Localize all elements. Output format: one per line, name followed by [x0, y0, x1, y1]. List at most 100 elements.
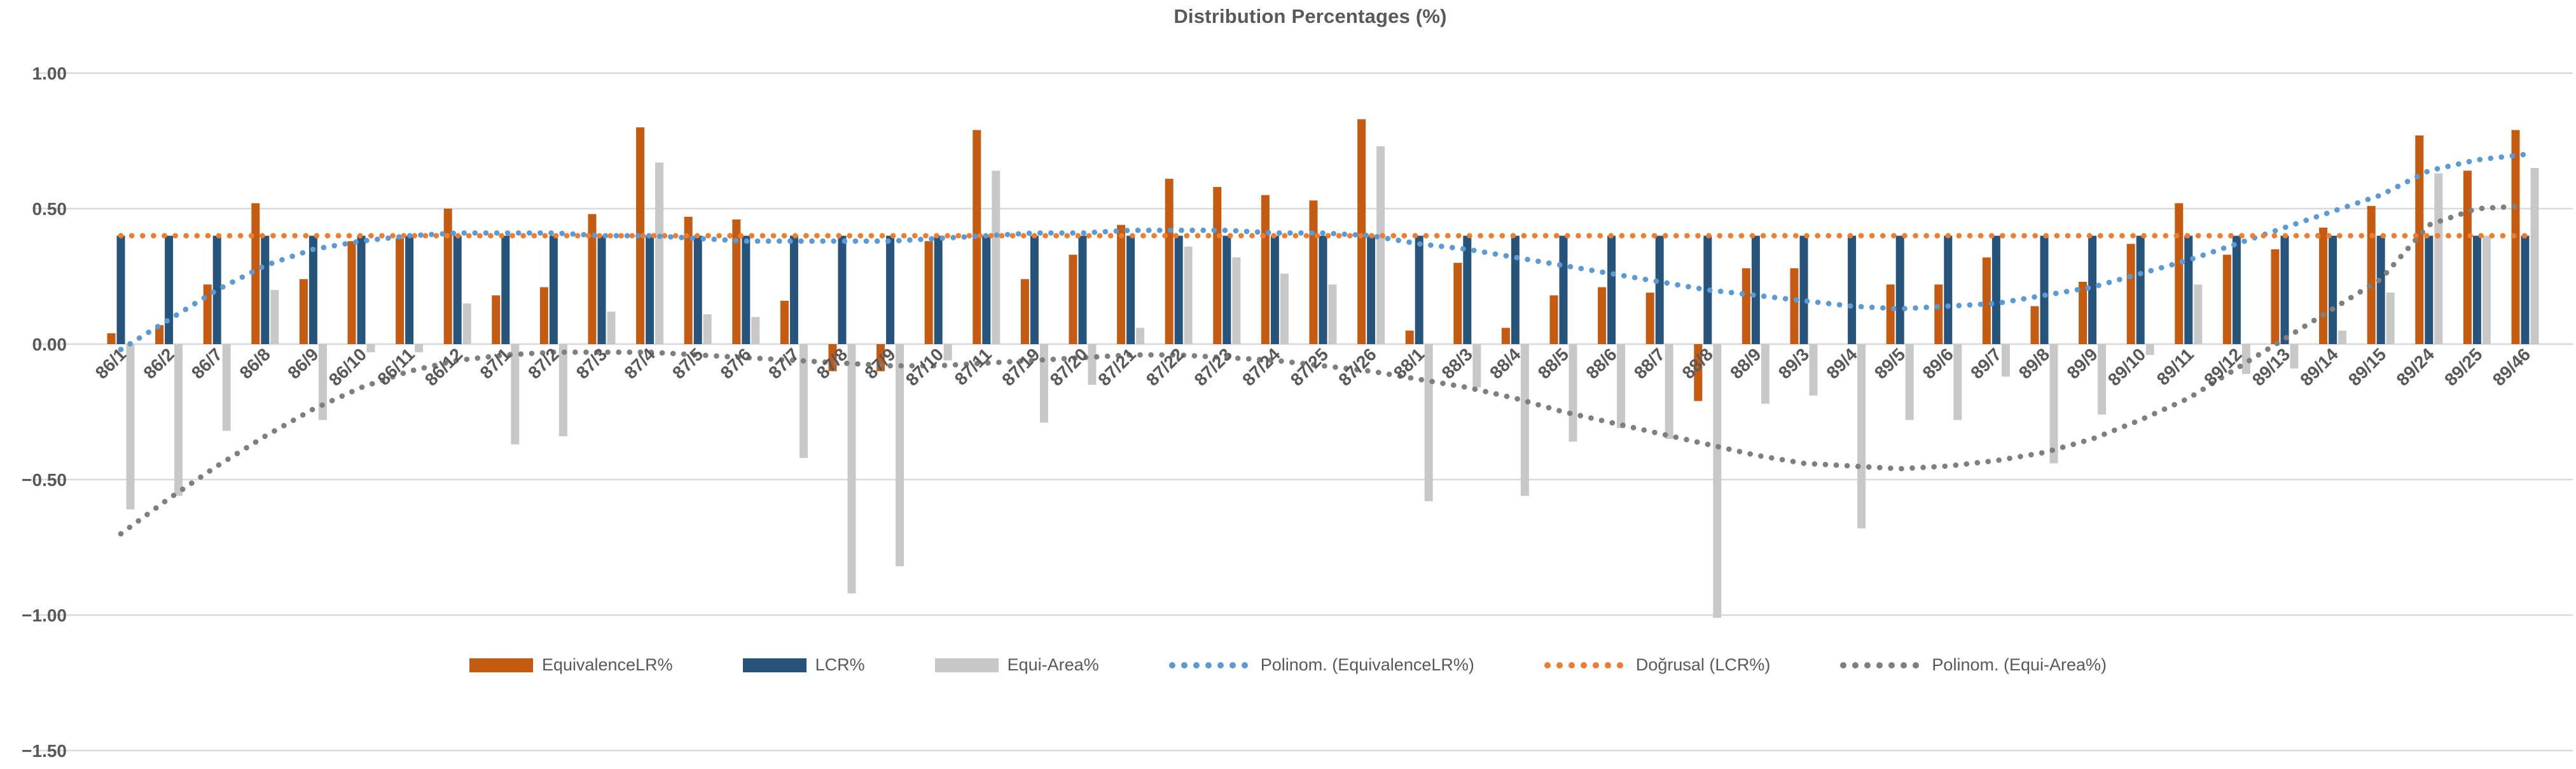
x-axis-label: 88/8	[1679, 344, 1717, 382]
bar-lcr-	[886, 235, 895, 344]
bar-equivalencelr-	[1357, 119, 1366, 345]
x-axis-label: 89/9	[2063, 344, 2101, 382]
chart-legend: EquivalenceLR% LCR% Equi-Area% Polinom. …	[0, 655, 2576, 675]
x-axis-label: 89/4	[1822, 344, 1861, 383]
legend-dot	[1592, 662, 1599, 669]
x-axis-label: 87/22	[1142, 344, 1188, 389]
gray-dotted-line-icon	[1840, 662, 1923, 669]
bar-equi-area-	[558, 344, 567, 436]
bar-lcr-	[1126, 235, 1135, 344]
bar-equivalencelr-	[1742, 268, 1750, 344]
legend-dot	[1580, 662, 1587, 669]
bar-equi-area-	[1472, 344, 1481, 388]
x-axis-label: 87/9	[861, 344, 899, 382]
bar-equi-area-	[318, 344, 327, 420]
legend-dot	[1217, 662, 1224, 669]
bar-lcr-	[1222, 235, 1231, 344]
bar-lcr-	[1799, 235, 1808, 344]
blue-dotted-line-icon	[1168, 662, 1252, 669]
bar-equi-area-	[511, 344, 520, 445]
bar-lcr-	[1511, 235, 1520, 344]
x-axis-label: 88/5	[1534, 344, 1572, 382]
lcr-swatch-icon	[742, 658, 807, 672]
legend-dot	[1568, 662, 1575, 669]
bar-lcr-	[789, 235, 798, 344]
bar-lcr-	[2329, 235, 2337, 344]
bar-equivalencelr-	[539, 287, 548, 344]
x-axis-label: 89/11	[2153, 344, 2198, 389]
legend-item-polinom-equivalencelr: Polinom. (EquivalenceLR%)	[1168, 655, 1474, 675]
bar-equi-area-	[799, 344, 808, 458]
x-axis-label: 87/20	[1046, 344, 1091, 389]
bar-equivalencelr-	[1645, 293, 1654, 344]
bar-lcr-	[1174, 235, 1183, 344]
bar-lcr-	[405, 235, 414, 344]
bar-lcr-	[501, 235, 510, 344]
bar-lcr-	[982, 235, 991, 344]
legend-dot	[1544, 662, 1551, 669]
bar-equi-area-	[1713, 344, 1722, 618]
x-axis-label: 87/2	[524, 344, 562, 382]
bar-lcr-	[2184, 235, 2193, 344]
bar-lcr-	[165, 235, 174, 344]
bar-lcr-	[1367, 235, 1376, 344]
bar-equivalencelr-	[780, 300, 789, 344]
bar-equivalencelr-	[2367, 205, 2376, 344]
x-axis-label: 87/3	[572, 344, 611, 382]
bar-equivalencelr-	[2271, 249, 2280, 344]
bar-lcr-	[1415, 235, 1423, 344]
x-axis-label: 89/15	[2344, 344, 2390, 389]
x-axis-label: 89/25	[2441, 344, 2486, 389]
bar-equivalencelr-	[2030, 306, 2039, 344]
bar-lcr-	[597, 235, 606, 344]
bar-equivalencelr-	[155, 325, 164, 344]
bar-equivalencelr-	[2175, 203, 2184, 344]
bar-equivalencelr-	[1694, 344, 1703, 401]
trendline-polinom-equi-area-	[118, 203, 2528, 537]
legend-dot	[1901, 662, 1908, 669]
bar-equi-area-	[270, 289, 279, 344]
bar-equi-area-	[2001, 344, 2010, 377]
bar-equi-area-	[2434, 173, 2443, 344]
bar-lcr-	[212, 235, 221, 344]
bar-equivalencelr-	[1549, 295, 1558, 344]
legend-dot	[1229, 662, 1236, 669]
bar-equivalencelr-	[2079, 282, 2088, 344]
bar-equi-area-	[703, 314, 712, 344]
bar-lcr-	[2040, 235, 2049, 344]
y-axis-tick-label: 1.00	[32, 64, 67, 83]
trendline-polinom-equivalencelr-	[118, 151, 2528, 352]
bar-lcr-	[1751, 235, 1760, 344]
bar-lcr-	[646, 235, 654, 344]
legend-dot	[1205, 662, 1212, 669]
bar-lcr-	[2425, 235, 2434, 344]
bar-equi-area-	[366, 344, 375, 352]
bar-equi-area-	[2530, 168, 2539, 344]
x-axis-label: 86/9	[284, 344, 322, 382]
bar-equivalencelr-	[1309, 200, 1318, 344]
bar-equi-area-	[2241, 344, 2250, 374]
bar-lcr-	[1895, 235, 1904, 344]
legend-label: LCR%	[815, 655, 865, 674]
x-axis-label: 89/5	[1871, 344, 1909, 382]
bar-equi-area-	[2145, 344, 2154, 356]
bar-lcr-	[1030, 235, 1039, 344]
bar-equi-area-	[1232, 257, 1241, 344]
bar-equi-area-	[1376, 146, 1385, 344]
bar-equi-area-	[607, 311, 616, 344]
legend-dot	[1556, 662, 1563, 669]
x-axis-label: 88/3	[1438, 344, 1476, 382]
legend-label: EquivalenceLR%	[541, 655, 673, 674]
bar-equivalencelr-	[396, 238, 405, 344]
bar-equivalencelr-	[1934, 284, 1943, 344]
legend-dot	[1852, 662, 1859, 669]
bar-lcr-	[1848, 235, 1857, 344]
bar-equivalencelr-	[1261, 195, 1270, 344]
x-axis-label: 89/3	[1775, 344, 1813, 382]
x-axis-label: 89/10	[2104, 344, 2149, 389]
equivalencelr-swatch-icon	[469, 658, 533, 672]
bar-lcr-	[1655, 235, 1664, 344]
x-axis-label: 87/19	[998, 344, 1043, 389]
legend-dot	[1840, 662, 1847, 669]
